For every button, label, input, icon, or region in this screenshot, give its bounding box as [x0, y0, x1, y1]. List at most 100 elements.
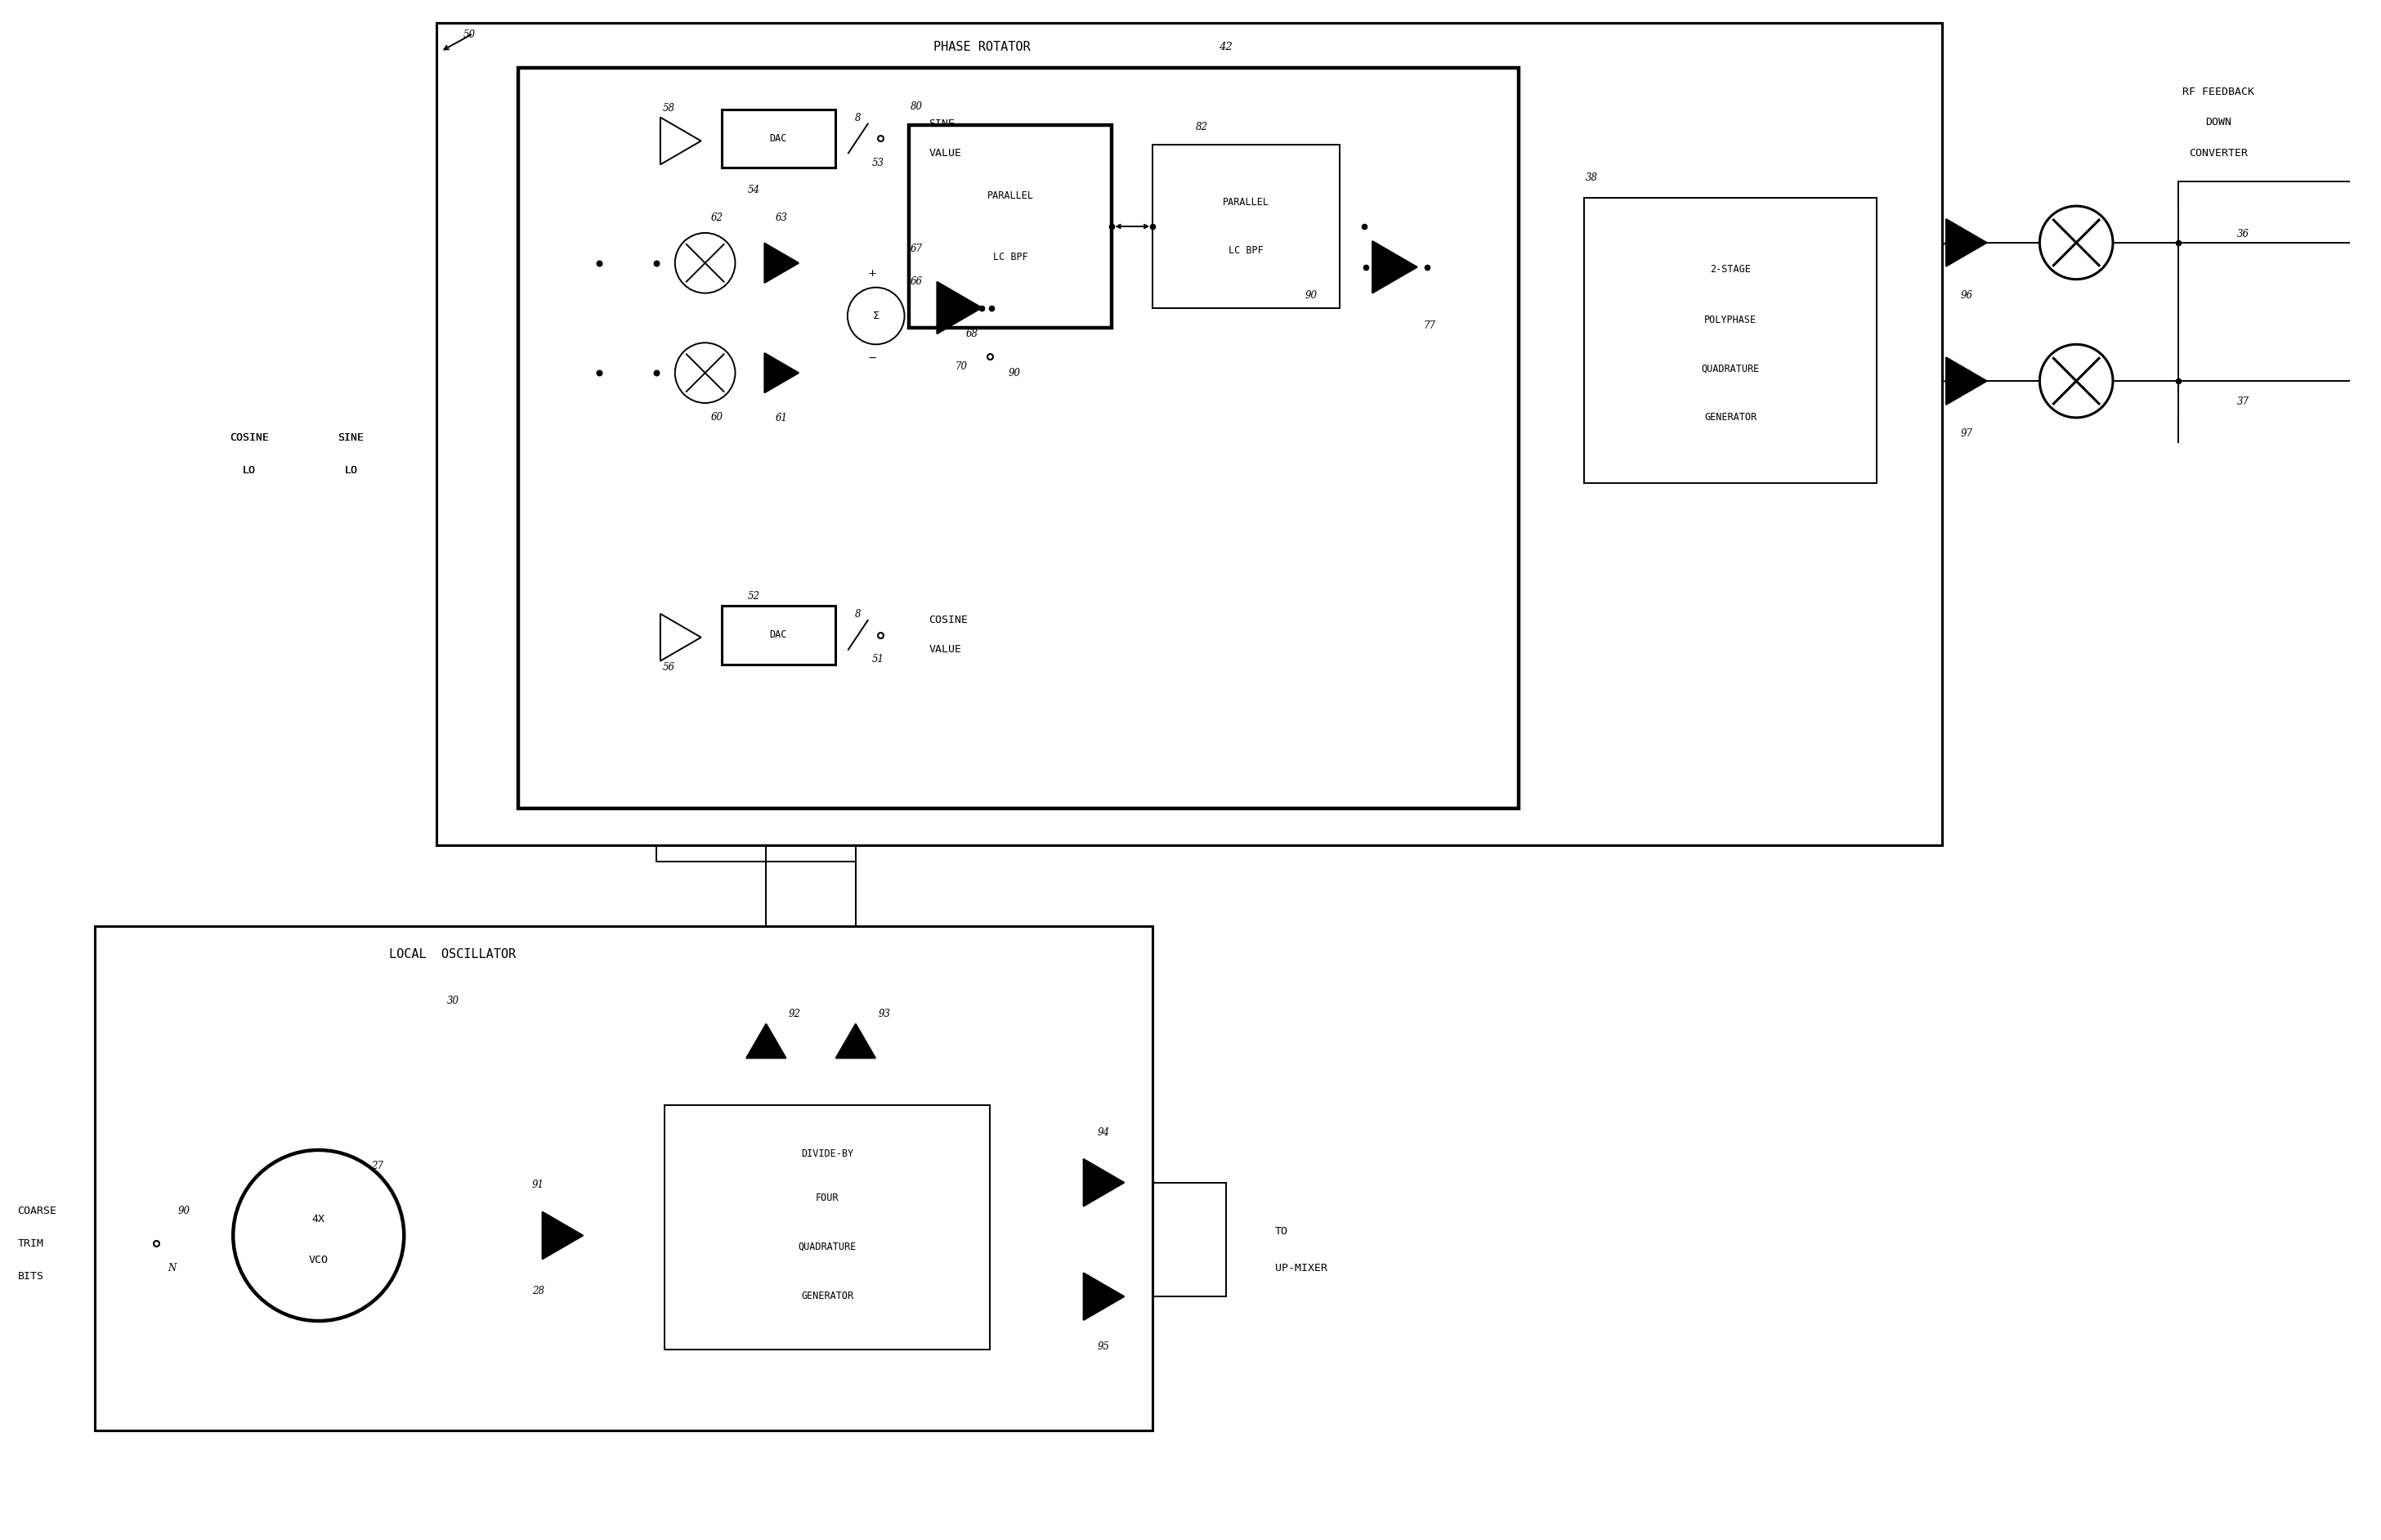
Text: LO: LO	[243, 465, 255, 476]
Text: COSINE: COSINE	[231, 433, 269, 444]
Text: −: −	[867, 353, 876, 363]
Text: 53: 53	[871, 157, 886, 168]
Bar	[721, 109, 836, 168]
Text: 38: 38	[1586, 172, 1598, 183]
Text: PHASE ROTATOR: PHASE ROTATOR	[933, 42, 1031, 54]
Text: SINE: SINE	[338, 433, 364, 444]
Text: 51: 51	[871, 654, 886, 665]
Text: 91: 91	[531, 1180, 545, 1190]
Text: TO: TO	[1274, 1226, 1288, 1237]
Text: 63: 63	[776, 213, 788, 223]
Text: VALUE: VALUE	[929, 148, 962, 159]
Text: 28: 28	[531, 1286, 545, 1297]
Text: 62: 62	[712, 213, 724, 223]
Text: DAC: DAC	[769, 132, 788, 143]
Text: 66: 66	[910, 276, 924, 286]
Text: 92: 92	[788, 1009, 800, 1019]
Polygon shape	[660, 614, 700, 661]
Text: 94: 94	[1098, 1127, 1110, 1138]
Text: VALUE: VALUE	[929, 644, 962, 654]
Polygon shape	[1083, 1160, 1124, 1206]
Text: LC BPF: LC BPF	[1229, 245, 1264, 256]
Text: 54: 54	[748, 185, 760, 196]
Bar	[1583, 199, 1876, 482]
Text: DOWN: DOWN	[2205, 117, 2231, 128]
Polygon shape	[745, 1024, 786, 1058]
Text: DAC: DAC	[769, 630, 788, 641]
Polygon shape	[764, 243, 798, 283]
Circle shape	[2041, 345, 2112, 417]
Text: 2-STAGE: 2-STAGE	[1710, 263, 1750, 274]
Bar	[664, 1106, 990, 1349]
Text: 42: 42	[1219, 42, 1233, 52]
Text: 82: 82	[1195, 122, 1207, 132]
Text: LO: LO	[243, 465, 255, 476]
Text: VCO: VCO	[310, 1255, 329, 1266]
Polygon shape	[836, 1024, 876, 1058]
Text: RF FEEDBACK: RF FEEDBACK	[2183, 86, 2255, 97]
Text: GENERATOR: GENERATOR	[1705, 411, 1757, 422]
Text: 8: 8	[855, 112, 862, 123]
Text: POLYPHASE: POLYPHASE	[1705, 316, 1757, 325]
Circle shape	[848, 288, 905, 345]
Text: 90: 90	[179, 1206, 190, 1217]
Text: PARALLEL: PARALLEL	[1224, 197, 1269, 208]
Text: BITS: BITS	[17, 1270, 43, 1281]
Polygon shape	[543, 1212, 583, 1260]
Polygon shape	[1945, 357, 1986, 405]
Text: SINE: SINE	[338, 433, 364, 444]
Text: 60: 60	[712, 413, 724, 424]
Text: LC BPF: LC BPF	[993, 251, 1029, 262]
Text: TRIM: TRIM	[17, 1238, 43, 1249]
Text: N: N	[169, 1263, 176, 1274]
Text: LO: LO	[345, 465, 357, 476]
Text: 93: 93	[879, 1009, 890, 1019]
Text: 90: 90	[1305, 290, 1317, 300]
Polygon shape	[938, 282, 981, 334]
Text: 36: 36	[2238, 229, 2250, 240]
Text: PARALLEL: PARALLEL	[988, 191, 1033, 202]
Bar	[519, 68, 1519, 809]
Text: 30: 30	[448, 996, 460, 1007]
Polygon shape	[764, 353, 798, 393]
Text: +: +	[867, 268, 876, 279]
Text: 97: 97	[1960, 428, 1971, 439]
Bar	[721, 605, 836, 664]
Polygon shape	[660, 117, 700, 165]
Text: 27: 27	[371, 1161, 383, 1172]
Text: FOUR: FOUR	[817, 1194, 838, 1203]
Text: 58: 58	[662, 103, 674, 114]
Text: 68: 68	[967, 328, 979, 339]
Text: 37: 37	[2238, 396, 2250, 407]
Bar	[95, 926, 1152, 1431]
Text: 96: 96	[1960, 290, 1971, 300]
Text: 61: 61	[776, 413, 788, 424]
Text: 80: 80	[910, 102, 924, 112]
Text: 8: 8	[855, 610, 862, 621]
Text: UP-MIXER: UP-MIXER	[1274, 1263, 1326, 1274]
Circle shape	[2041, 206, 2112, 279]
Polygon shape	[1083, 1274, 1124, 1320]
Text: 67: 67	[910, 243, 924, 254]
Text: 90: 90	[1007, 368, 1021, 379]
Text: QUADRATURE: QUADRATURE	[798, 1241, 857, 1252]
Bar	[436, 23, 1943, 845]
Text: LO: LO	[345, 465, 357, 476]
Text: 4X: 4X	[312, 1214, 326, 1224]
Text: 56: 56	[662, 662, 674, 673]
Text: GENERATOR: GENERATOR	[800, 1291, 852, 1301]
Text: DIVIDE-BY: DIVIDE-BY	[800, 1149, 852, 1160]
Circle shape	[674, 343, 736, 403]
Text: 70: 70	[955, 360, 967, 371]
Text: SINE: SINE	[929, 119, 955, 129]
Circle shape	[233, 1150, 405, 1321]
Text: 77: 77	[1424, 320, 1436, 331]
Text: LOCAL  OSCILLATOR: LOCAL OSCILLATOR	[390, 949, 517, 961]
Text: $\Sigma$: $\Sigma$	[871, 311, 881, 322]
Polygon shape	[1371, 242, 1417, 293]
Text: 52: 52	[748, 591, 760, 602]
Text: COSINE: COSINE	[231, 433, 269, 444]
Bar	[1152, 145, 1341, 308]
Text: 50: 50	[462, 29, 476, 40]
Circle shape	[674, 233, 736, 293]
